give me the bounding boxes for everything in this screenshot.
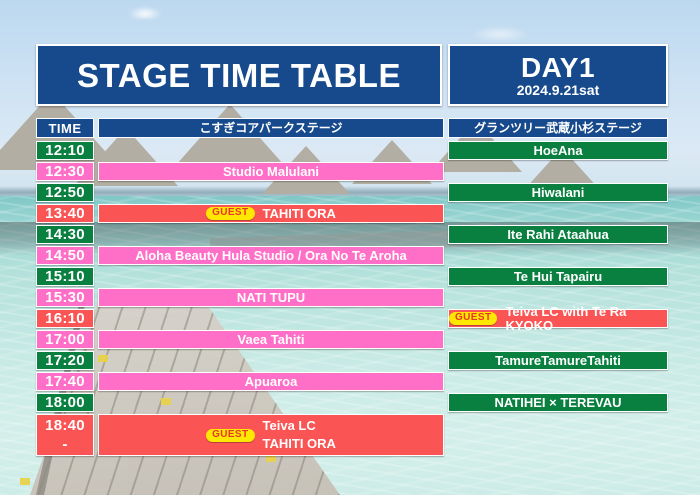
table-row: 15:30 NATI TUPU [36, 287, 668, 308]
table-header-row: TIME こすぎコアパークステージ グランツリー武蔵小杉ステージ [36, 118, 668, 138]
cloud-1 [128, 6, 162, 19]
time-cell: 12:10 [36, 141, 94, 160]
time-cell: 17:40 [36, 372, 94, 391]
stage-right-cell: Ite Rahi Ataahua [448, 225, 668, 244]
performer-name: NATIHEI × TEREVAU [494, 394, 622, 410]
pier-marker [266, 455, 276, 462]
performer-name: Teiva LC [262, 418, 316, 434]
time-cell: 12:50 [36, 183, 94, 202]
stage-right-cell: NATIHEI × TEREVAU [448, 393, 668, 412]
performer-name: NATI TUPU [236, 289, 306, 305]
table-row: 17:20 TamureTamureTahiti [36, 350, 668, 371]
table-row: 14:30 Ite Rahi Ataahua [36, 224, 668, 245]
column-header-stage-left: こすぎコアパークステージ [98, 118, 444, 138]
table-row: 13:40 GUEST TAHITI ORA [36, 203, 668, 224]
page-title: STAGE TIME TABLE [36, 44, 442, 106]
stage-right-cell: GUEST Teiva LC with Te Ra KYOKO [448, 304, 668, 332]
time-cell: 14:50 [36, 246, 94, 265]
table-row: 12:10 HoeAna [36, 140, 668, 161]
stage-right-cell: HoeAna [448, 141, 668, 160]
time-cell: 16:10 [36, 309, 94, 328]
table-row: 12:50 Hiwalani [36, 182, 668, 203]
table-row: 15:10 Te Hui Tapairu [36, 266, 668, 287]
final-performance: GUEST Teiva LC TAHITI ORA [206, 419, 336, 450]
cloud-2 [470, 26, 530, 40]
table-row: 16:10 GUEST Teiva LC with Te Ra KYOKO [36, 304, 668, 332]
performer-name: Vaea Tahiti [237, 331, 305, 347]
page-title-text: STAGE TIME TABLE [77, 56, 401, 94]
time-cell: 13:40 [36, 204, 94, 223]
stage-left-cell: NATI TUPU [98, 288, 444, 307]
stage-right-cell: TamureTamureTahiti [448, 351, 668, 370]
time-cell: 12:30 [36, 162, 94, 181]
performer-name: TAHITI ORA [262, 436, 336, 451]
performer-name: Apuaroa [244, 373, 298, 389]
column-header-stage-right: グランツリー武蔵小杉ステージ [448, 118, 668, 138]
column-header-time: TIME [36, 118, 94, 138]
stage-left-cell: GUEST Teiva LC TAHITI ORA [98, 414, 444, 456]
stage-left-cell: Aloha Beauty Hula Studio / Ora No Te Aro… [98, 246, 444, 265]
performer-name: HoeAna [533, 142, 583, 158]
performer-name: Te Hui Tapairu [513, 268, 603, 284]
performer-name: Hiwalani [531, 184, 585, 200]
table-row: 14:50 Aloha Beauty Hula Studio / Ora No T… [36, 245, 668, 266]
stage-left-cell: GUEST TAHITI ORA [98, 204, 444, 223]
stage-left-cell: Studio Malulani [98, 162, 444, 181]
performer-name: Teiva LC with Te Ra KYOKO [505, 303, 627, 333]
performer-name: Aloha Beauty Hula Studio / Ora No Te Aro… [135, 247, 407, 263]
stage-right-cell: Te Hui Tapairu [448, 267, 668, 286]
guest-badge: GUEST [206, 207, 255, 220]
time-start: 18:40 [45, 416, 85, 434]
time-cell: 18:00 [36, 393, 94, 412]
time-cell: 14:30 [36, 225, 94, 244]
stage-left-cell: Apuaroa [98, 372, 444, 391]
stage-right-cell: Hiwalani [448, 183, 668, 202]
time-cell: 17:00 [36, 330, 94, 349]
day-date: 2024.9.21sat [516, 81, 600, 98]
time-dash: - [62, 435, 68, 453]
pier-marker [98, 355, 108, 362]
table-row: 12:30 Studio Malulani [36, 161, 668, 182]
pier-marker [161, 398, 171, 405]
table-row: 17:00 Vaea Tahiti [36, 329, 668, 350]
pier-marker [20, 478, 30, 485]
schedule-table: 12:10 HoeAna 12:30 Studio Malulani 12:50 Hiwa… [36, 140, 668, 457]
stage-left-cell: Vaea Tahiti [98, 330, 444, 349]
title-banner: STAGE TIME TABLE DAY1 2024.9.21sat [36, 44, 668, 106]
time-cell: 18:40- [36, 414, 94, 456]
day-banner: DAY1 2024.9.21sat [448, 44, 668, 106]
performer-name: TAHITI ORA [262, 205, 336, 221]
time-cell: 17:20 [36, 351, 94, 370]
day-label: DAY1 [520, 51, 596, 83]
performer-name: Studio Malulani [222, 163, 320, 179]
performer-name-stack: Teiva LC TAHITI ORA [263, 419, 336, 450]
table-row: 18:00 NATIHEI × TEREVAU [36, 392, 668, 413]
table-row-final: 18:40- GUEST Teiva LC TAHITI ORA [36, 413, 668, 457]
time-cell: 15:10 [36, 267, 94, 286]
guest-badge: GUEST [206, 428, 255, 442]
table-row: 17:40 Apuaroa [36, 371, 668, 392]
performer-name: Ite Rahi Ataahua [507, 226, 609, 242]
guest-badge: GUEST [449, 312, 498, 325]
performer-name: TamureTamureTahiti [495, 352, 621, 368]
time-cell: 15:30 [36, 288, 94, 307]
